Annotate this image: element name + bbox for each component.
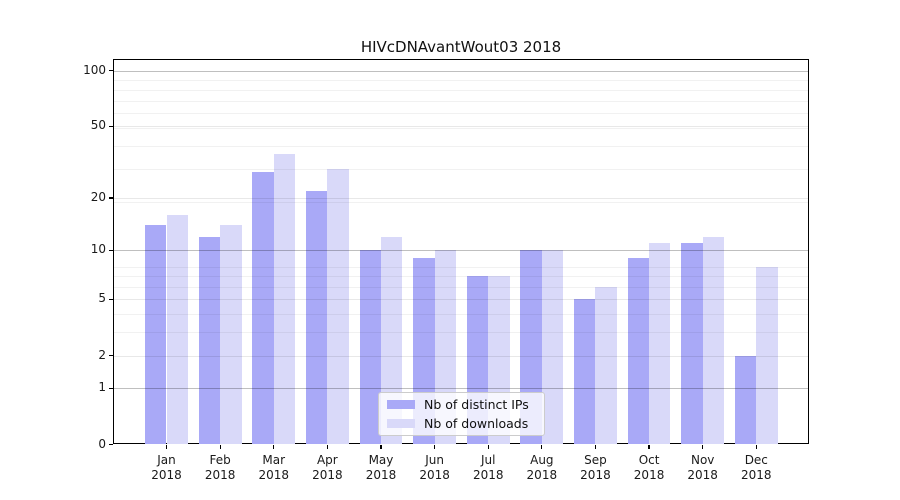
bar-mar-downloads [273, 154, 296, 444]
legend-swatch-downloads [387, 419, 415, 428]
bar-may-distinct-ips [359, 250, 381, 444]
y-axis-tickmark [108, 387, 113, 389]
x-axis-tickmark [434, 444, 436, 449]
bar-oct-distinct-ips [627, 258, 650, 444]
x-axis-tick-label: Aug 2018 [526, 452, 558, 482]
x-axis-tick-label: Mar 2018 [258, 452, 289, 482]
y-axis-tickmark [108, 125, 113, 127]
legend-row-downloads: Nb of downloads [387, 416, 536, 431]
bar-nov-downloads [702, 236, 725, 444]
y-axis-tickmark [108, 70, 113, 72]
x-axis-tickmark [219, 444, 221, 449]
legend-row-distinct-ips: Nb of distinct IPs [387, 397, 536, 412]
y-axis-tickmark [108, 354, 113, 357]
y-axis-tickmark [108, 249, 113, 251]
bar-mar-distinct-ips [252, 171, 274, 444]
x-axis-tick-label: Apr 2018 [312, 452, 343, 482]
x-axis-tickmark [755, 444, 757, 449]
bar-sep-distinct-ips [574, 299, 596, 444]
x-axis-tick-label: Feb 2018 [204, 452, 236, 482]
bar-aug-downloads [541, 250, 564, 444]
legend-label-distinct-ips: Nb of distinct IPs [424, 397, 529, 412]
x-axis-tick-label: Jun 2018 [419, 452, 450, 482]
x-axis-tickmark [487, 444, 489, 449]
y-axis-tickmark [108, 443, 113, 446]
x-axis-tickmark [702, 444, 704, 449]
bar-jan-distinct-ips [145, 225, 167, 444]
y-axis-tick-label: 20 [90, 190, 106, 205]
x-axis-tickmark [541, 444, 543, 449]
bar-apr-distinct-ips [305, 190, 328, 444]
bar-apr-downloads [327, 169, 349, 444]
y-axis-tick-label: 2 [98, 347, 106, 362]
bar-jan-downloads [166, 215, 188, 444]
x-axis-tick-label: Jan 2018 [151, 452, 182, 482]
y-axis-tickmark [108, 298, 113, 301]
x-axis-tickmark [594, 444, 597, 449]
y-axis-tick-label: 1 [98, 380, 106, 395]
legend-label-downloads: Nb of downloads [424, 416, 529, 431]
x-axis-tick-label: Jul 2018 [472, 452, 504, 482]
x-axis-tick-label: May 2018 [365, 452, 397, 482]
bar-dec-downloads [756, 266, 778, 444]
y-axis-tickmark [108, 197, 113, 199]
bar-dec-distinct-ips [734, 355, 757, 444]
x-axis-tickmark [380, 444, 382, 449]
y-axis-tick-label: 100 [83, 62, 106, 77]
legend-swatch-distinct-ips [387, 400, 415, 409]
legend: Nb of distinct IPs Nb of downloads [378, 392, 545, 436]
bar-nov-distinct-ips [681, 243, 703, 444]
y-axis-tick-label: 10 [90, 242, 106, 257]
chart-title: HIVcDNAvantWout03 2018 [360, 38, 562, 56]
bar-feb-downloads [220, 225, 242, 444]
x-axis-tickmark [273, 444, 275, 449]
x-axis-tick-label: Nov 2018 [687, 452, 718, 482]
x-axis-tick-label: Sep 2018 [580, 452, 611, 482]
bar-sep-downloads [595, 286, 617, 444]
x-axis-tick-label: Dec 2018 [741, 452, 772, 482]
bar-feb-distinct-ips [198, 236, 221, 444]
x-axis-tickmark [326, 444, 328, 449]
y-axis-tick-label: 0 [98, 436, 106, 451]
x-axis-tickmark [165, 444, 168, 449]
y-axis-tick-label: 5 [98, 291, 106, 306]
y-axis-tick-label: 50 [90, 118, 106, 133]
x-axis-tick-label: Oct 2018 [633, 452, 665, 482]
bar-oct-downloads [649, 243, 671, 444]
x-axis-tickmark [648, 444, 650, 449]
